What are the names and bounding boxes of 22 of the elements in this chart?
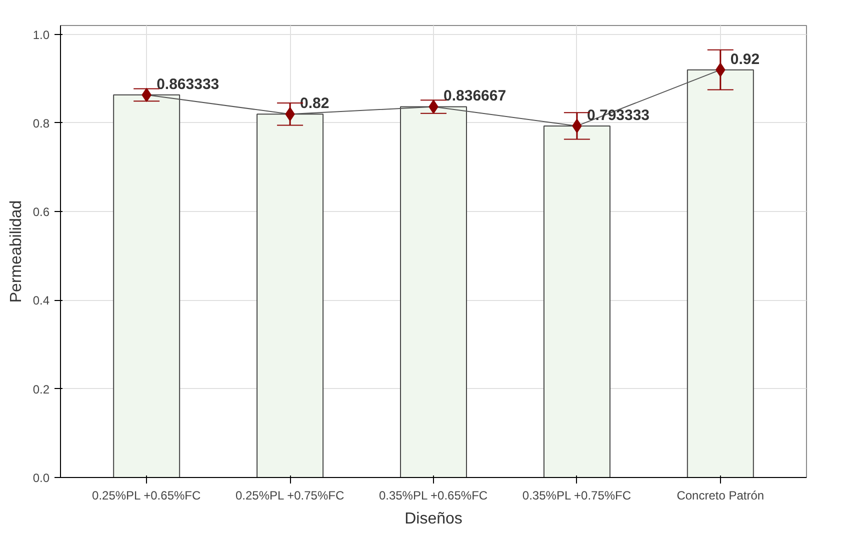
y-tick-label: 0.2 — [32, 382, 50, 396]
x-tick-label: 0.25%PL +0.65%FC — [92, 488, 201, 502]
y-tick-label: 0.8 — [32, 116, 50, 130]
bar — [256, 114, 324, 478]
bar — [113, 94, 180, 478]
bar — [686, 69, 754, 478]
x-tick-label: 0.25%PL +0.75%FC — [236, 488, 344, 502]
x-axis-title: Diseños — [404, 510, 462, 528]
y-axis-title: Permeabilidad — [8, 200, 25, 303]
x-tick-label: 0.35%PL +0.75%FC — [522, 488, 632, 502]
data-label: 0.92 — [730, 50, 760, 68]
data-label: 0.863333 — [156, 76, 220, 93]
y-tick-label: 1.0 — [32, 28, 50, 42]
bar — [400, 106, 467, 478]
data-label: 0.836667 — [444, 88, 506, 105]
data-label: 0.82 — [300, 95, 330, 112]
x-tick-label: Concreto Patrón — [676, 488, 764, 502]
y-tick-label: 0.0 — [32, 471, 50, 485]
y-tick-label: 0.4 — [32, 294, 50, 308]
y-tick-label: 0.6 — [32, 205, 50, 220]
x-tick-label: 0.35%PL +0.65%FC — [378, 488, 488, 502]
bar — [543, 125, 610, 478]
